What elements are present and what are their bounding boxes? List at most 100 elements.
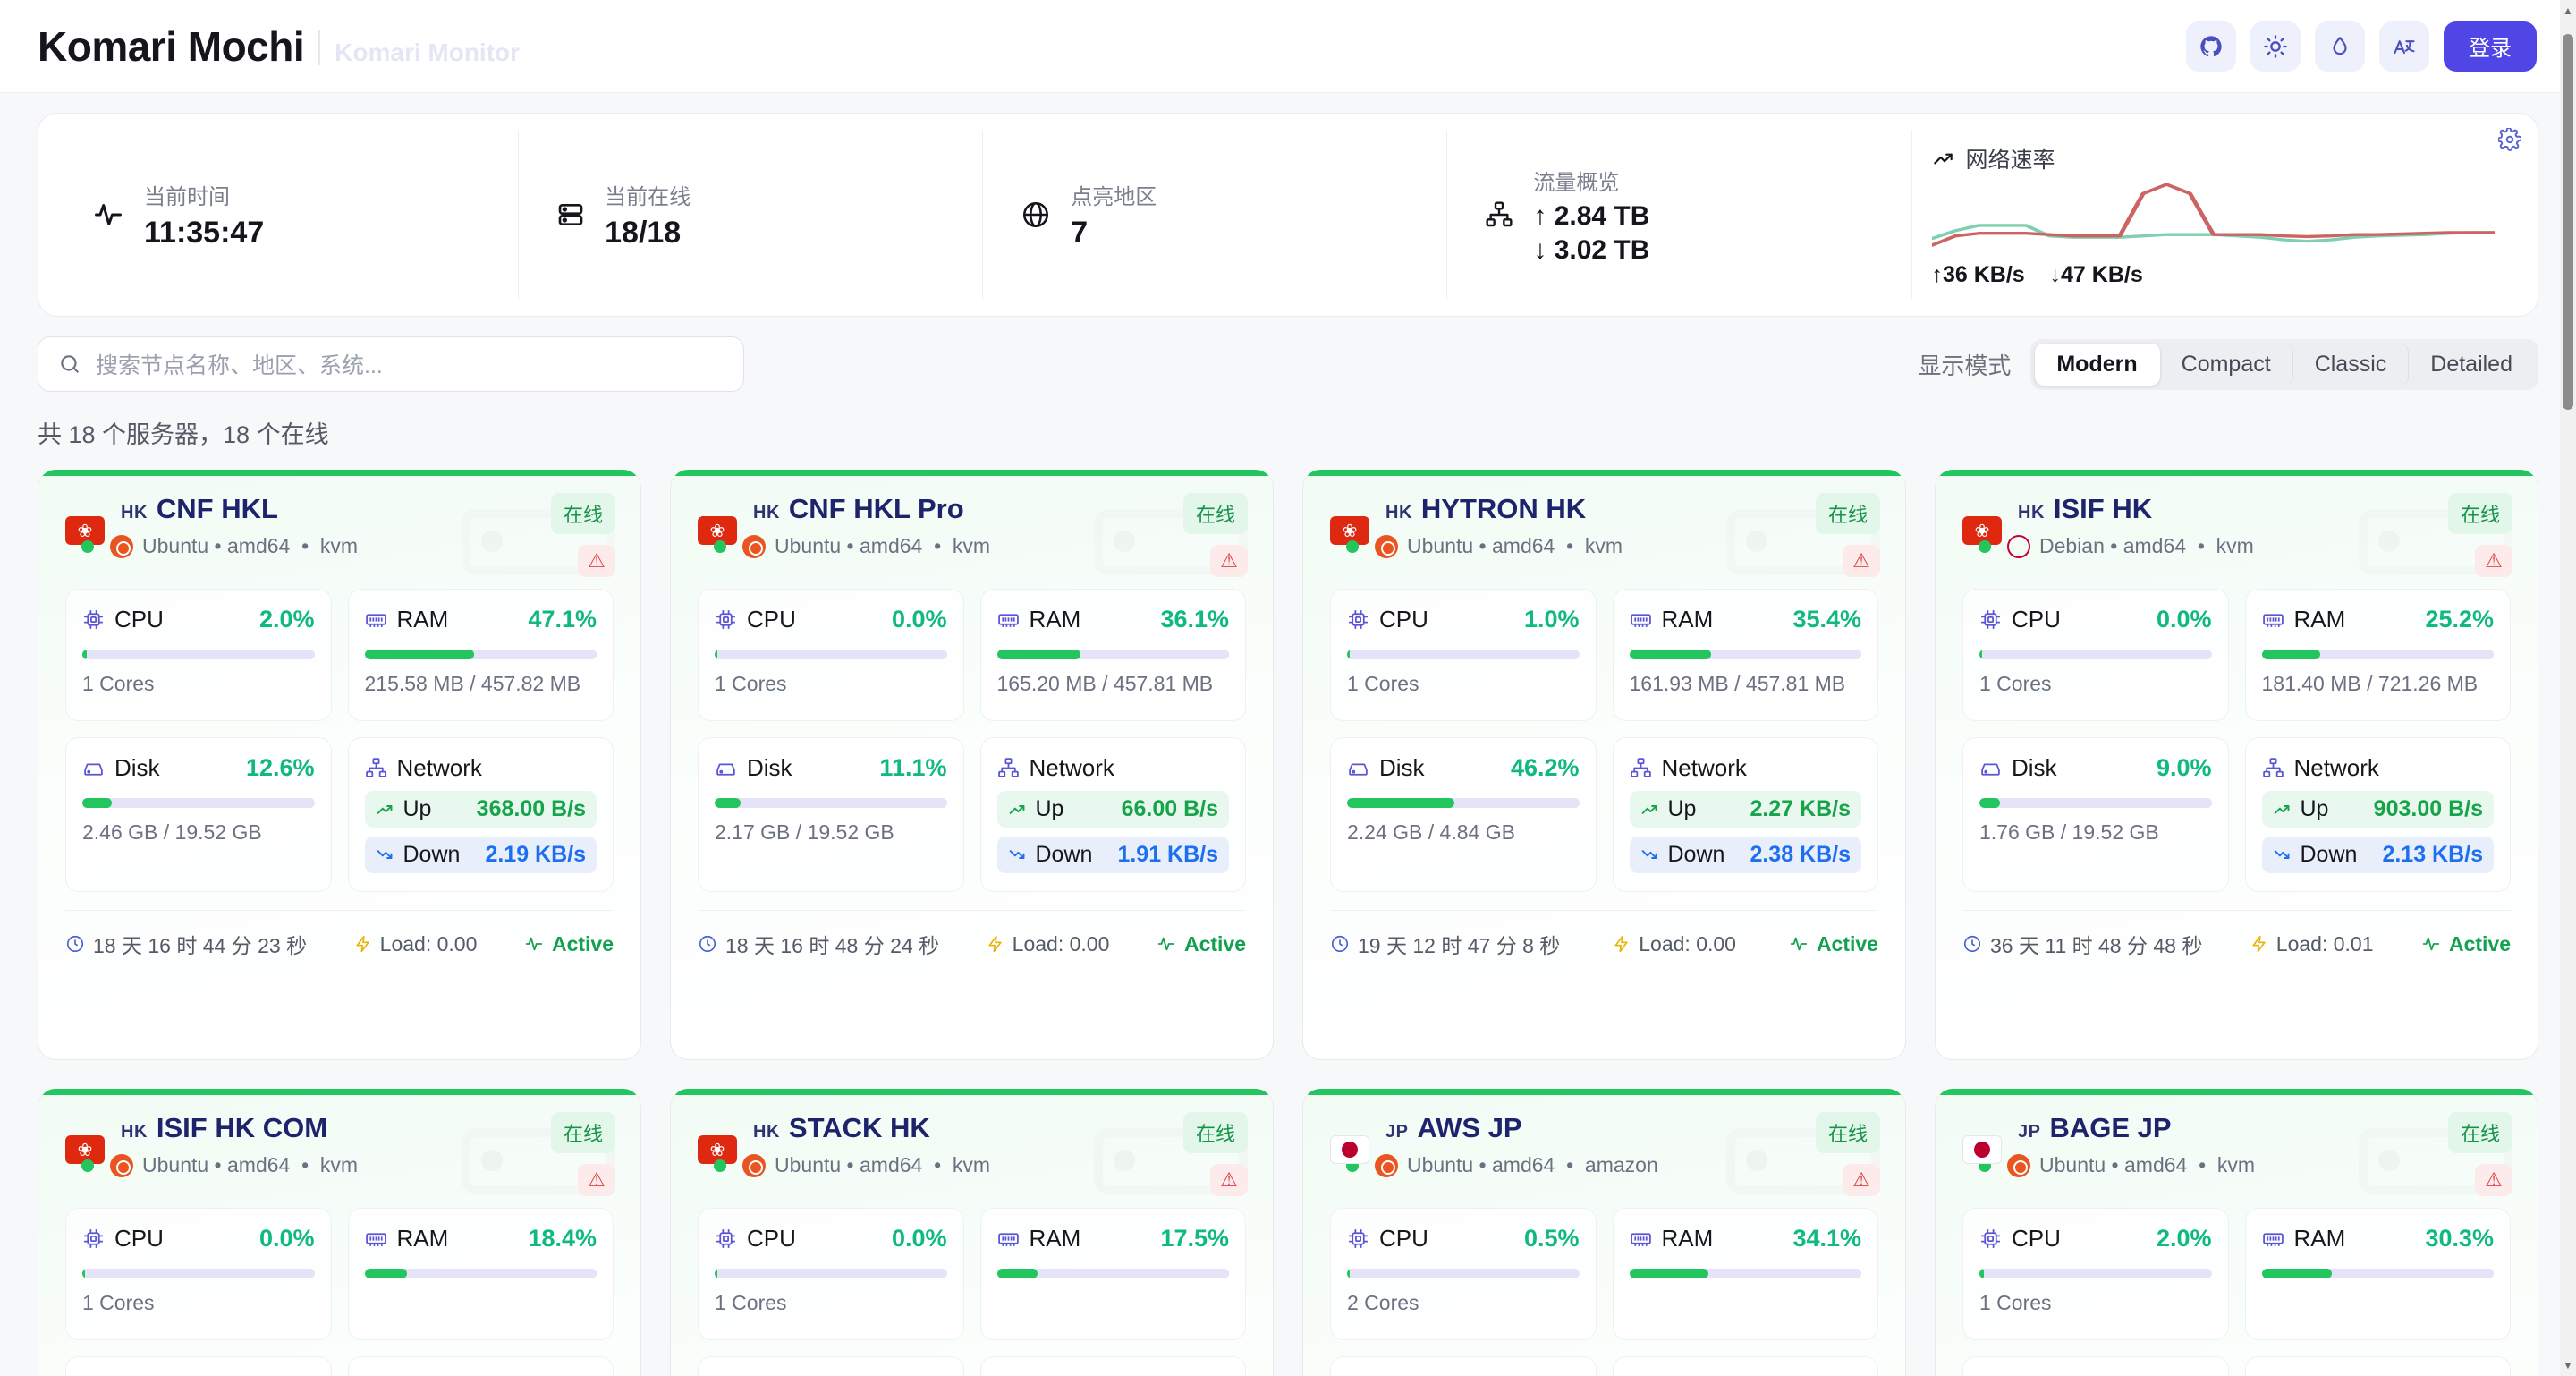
server-card[interactable]: 在线 ⚠ ❀ HK ISIF HK Debian • amd64 • kvm [1935, 470, 2538, 1060]
ram-value: 36.1% [1160, 606, 1229, 633]
language-button[interactable] [2379, 21, 2429, 72]
scrollbar-thumb[interactable] [2563, 34, 2573, 410]
disk-progress-bar [82, 798, 315, 808]
ram-label: RAM [2293, 606, 2346, 633]
ram-value: 34.1% [1792, 1225, 1861, 1252]
ram-icon [997, 1227, 1020, 1250]
load-item: Load: 0.00 [354, 932, 477, 956]
network-label: Network [397, 1373, 482, 1376]
page-scrollbar[interactable]: ▲ ▼ [2560, 0, 2576, 1376]
server-summary: 共 18 个服务器，18 个在线 [38, 421, 329, 448]
mode-modern[interactable]: Modern [2035, 343, 2160, 386]
color-theme-button[interactable] [2315, 21, 2365, 72]
cpu-label: CPU [1379, 1225, 1428, 1252]
github-button[interactable] [2186, 21, 2236, 72]
warning-icon[interactable]: ⚠ [1210, 1164, 1248, 1196]
metric-ram: RAM 30.3% [2244, 1208, 2511, 1340]
online-dot [1979, 539, 1991, 553]
stat-label-regions: 点亮地区 [1071, 185, 1157, 209]
disk-usage: 1.76 GB / 19.52 GB [1979, 820, 2159, 844]
metric-cpu: CPU 2.0% 1 Cores [65, 589, 332, 721]
arrow-down-right-icon [1640, 845, 1659, 864]
warning-icon[interactable]: ⚠ [2475, 1164, 2512, 1196]
metric-network: Network Up 368.00 B/s Down 2.19 KB/s [347, 737, 614, 892]
theme-toggle-button[interactable] [2250, 21, 2301, 72]
display-mode-control: 显示模式 Modern Compact Classic Detailed [1918, 338, 2538, 390]
warning-icon[interactable]: ⚠ [578, 1164, 615, 1196]
network-upload-row: Up 368.00 B/s [364, 791, 597, 828]
search-input[interactable]: 搜索节点名称、地区、系统... [38, 336, 744, 392]
warning-icon[interactable]: ⚠ [1210, 545, 1248, 577]
ram-value: 47.1% [528, 606, 597, 633]
ram-progress-bar [364, 650, 597, 659]
brand-title: Komari Mochi [38, 22, 305, 70]
server-card[interactable]: 在线 ⚠ ❀ HK ISIF HK COM Ubuntu • amd64 • k… [38, 1089, 641, 1376]
disk-label: Disk [747, 754, 792, 781]
ram-label: RAM [396, 1225, 449, 1252]
gear-icon[interactable] [2498, 128, 2521, 151]
card-badges: 在线 ⚠ [1182, 493, 1248, 577]
mode-detailed[interactable]: Detailed [2430, 351, 2512, 377]
online-dot [714, 1159, 726, 1172]
card-metrics: CPU 0.0% 1 Cores RAM 36.1% [698, 589, 1246, 892]
network-icon [1630, 757, 1652, 779]
arrow-up-right-icon [376, 800, 394, 819]
metric-cpu: CPU 0.5% 2 Cores [1330, 1208, 1597, 1340]
ram-icon [1630, 608, 1652, 631]
ram-icon [2262, 1227, 2284, 1250]
ram-icon [997, 608, 1020, 631]
bolt-icon [1613, 935, 1631, 953]
metric-cpu: CPU 2.0% 1 Cores [1962, 1208, 2229, 1340]
ram-icon [1630, 1227, 1652, 1250]
debian-icon [2007, 534, 2030, 558]
server-card[interactable]: 在线 ⚠ ❀ HK CNF HKL Ubuntu • amd64 • kvm [38, 470, 641, 1060]
card-badges: 在线 ⚠ [1182, 1112, 1248, 1196]
disk-label: Disk [114, 1373, 160, 1376]
warning-icon[interactable]: ⚠ [578, 545, 615, 577]
metric-cpu: CPU 1.0% 1 Cores [1330, 589, 1597, 721]
scroll-up-arrow[interactable]: ▲ [2563, 4, 2573, 17]
server-card[interactable]: 在线 ⚠ ❀ HK STACK HK Ubuntu • amd64 • kvm [670, 1089, 1274, 1376]
disk-value: 11.1% [879, 754, 947, 781]
cpu-label: CPU [114, 1225, 164, 1252]
disk-label: Disk [2012, 1373, 2057, 1376]
warning-icon[interactable]: ⚠ [1843, 1164, 1880, 1196]
server-card[interactable]: 在线 ⚠ JP BAGE JP Ubuntu • amd64 • kvm [1935, 1089, 2538, 1376]
cpu-cores: 1 Cores [1347, 672, 1419, 695]
arrow-down-right-icon [376, 845, 394, 864]
online-dot [81, 539, 94, 553]
load-item: Load: 0.00 [1613, 932, 1736, 956]
warning-icon[interactable]: ⚠ [2475, 545, 2512, 577]
server-card[interactable]: 在线 ⚠ ❀ HK CNF HKL Pro Ubuntu • amd64 • k… [670, 470, 1274, 1060]
online-dot [714, 539, 726, 553]
server-card[interactable]: 在线 ⚠ ❀ HK HYTRON HK Ubuntu • amd64 • kvm [1302, 470, 1906, 1060]
card-footer: 18 天 16 时 48 分 24 秒 Load: 0.00 Active [698, 910, 1246, 959]
metric-ram: RAM 34.1% [1612, 1208, 1878, 1340]
cpu-value: 0.0% [891, 606, 947, 633]
network-download-row: Down 1.91 KB/s [996, 837, 1229, 873]
cpu-icon [1979, 608, 2002, 631]
cpu-icon [1347, 1227, 1369, 1250]
network-download-row: Down 2.19 KB/s [364, 837, 597, 873]
cpu-label: CPU [1379, 606, 1428, 633]
warning-icon[interactable]: ⚠ [1843, 545, 1880, 577]
ram-label: RAM [2293, 1225, 2346, 1252]
scroll-down-arrow[interactable]: ▼ [2563, 1359, 2573, 1372]
login-button[interactable]: 登录 [2444, 21, 2537, 72]
region-tag: JP [2018, 1122, 2041, 1142]
card-header: JP AWS JP Ubuntu • amd64 • amazon [1330, 1112, 1878, 1177]
load-item: Load: 0.00 [987, 932, 1109, 956]
server-card[interactable]: 在线 ⚠ JP AWS JP Ubuntu • amd64 • amazon [1302, 1089, 1906, 1376]
server-meta: Ubuntu • amd64 • kvm [1407, 534, 1623, 557]
stat-value-regions: 7 [1071, 216, 1089, 250]
mode-classic[interactable]: Classic [2293, 343, 2410, 386]
card-header: JP BAGE JP Ubuntu • amd64 • kvm [1962, 1112, 2511, 1177]
ram-value: 18.4% [528, 1225, 597, 1252]
ram-value: 25.2% [2425, 606, 2494, 633]
ram-label: RAM [396, 606, 449, 633]
metric-cpu: CPU 0.0% 1 Cores [698, 589, 964, 721]
mode-compact[interactable]: Compact [2160, 343, 2293, 386]
flag-icon-hk: ❀ [1962, 516, 2002, 545]
metric-ram: RAM 25.2% 181.40 MB / 721.26 MB [2244, 589, 2511, 721]
ram-usage: 161.93 MB / 457.81 MB [1629, 672, 1846, 695]
